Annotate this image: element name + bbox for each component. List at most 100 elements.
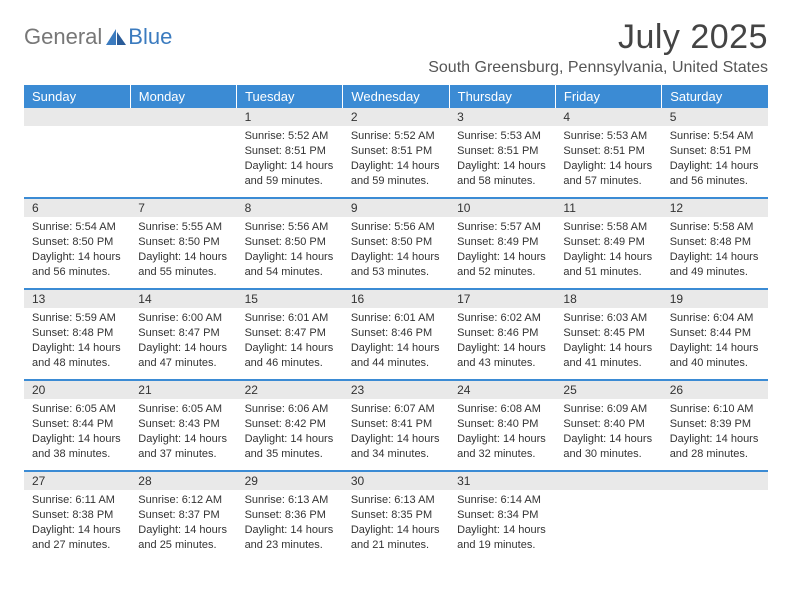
weekday-header: Saturday xyxy=(662,85,768,108)
day-content-row: Sunrise: 5:52 AM Sunset: 8:51 PM Daylight:… xyxy=(24,126,768,198)
sunset-text: Sunset: 8:36 PM xyxy=(245,508,335,523)
day-content-cell: Sunrise: 6:14 AMSunset: 8:34 PMDaylight:… xyxy=(449,490,555,562)
daylight-text-2: and 19 minutes. xyxy=(457,538,547,553)
day-content-cell: Sunrise: 6:11 AMSunset: 8:38 PMDaylight:… xyxy=(24,490,130,562)
daylight-text-2: and 38 minutes. xyxy=(32,447,122,462)
day-number-row: 6789101112 xyxy=(24,198,768,217)
day-number-row: 20212223242526 xyxy=(24,380,768,399)
day-number-cell: 24 xyxy=(449,380,555,399)
daylight-text-1: Daylight: 14 hours xyxy=(351,523,441,538)
sunset-text: Sunset: 8:41 PM xyxy=(351,417,441,432)
brand-part2: Blue xyxy=(128,24,172,50)
sunrise-text: Sunrise: 6:07 AM xyxy=(351,402,441,417)
day-content-cell: Sunrise: 6:13 AMSunset: 8:36 PMDaylight:… xyxy=(237,490,343,562)
day-number-cell: 9 xyxy=(343,198,449,217)
daylight-text-2: and 46 minutes. xyxy=(245,356,335,371)
daylight-text-1: Daylight: 14 hours xyxy=(563,432,653,447)
day-content-cell: Sunrise: 5:56 AMSunset: 8:50 PMDaylight:… xyxy=(237,217,343,289)
sunrise-text: Sunrise: 6:05 AM xyxy=(32,402,122,417)
sunset-text: Sunset: 8:50 PM xyxy=(245,235,335,250)
sunrise-text: Sunrise: 6:13 AM xyxy=(351,493,441,508)
sunrise-text: Sunrise: 6:02 AM xyxy=(457,311,547,326)
day-content-cell xyxy=(130,126,236,198)
sunset-text: Sunset: 8:48 PM xyxy=(670,235,760,250)
day-number-row: 12345 xyxy=(24,108,768,126)
daylight-text-2: and 23 minutes. xyxy=(245,538,335,553)
daylight-text-2: and 53 minutes. xyxy=(351,265,441,280)
brand-logo: General Blue xyxy=(24,18,172,50)
day-number-cell xyxy=(555,471,661,490)
day-content-cell: Sunrise: 6:05 AMSunset: 8:44 PMDaylight:… xyxy=(24,399,130,471)
sunset-text: Sunset: 8:50 PM xyxy=(351,235,441,250)
sunset-text: Sunset: 8:49 PM xyxy=(457,235,547,250)
day-content-row: Sunrise: 6:11 AMSunset: 8:38 PMDaylight:… xyxy=(24,490,768,562)
sunrise-text: Sunrise: 6:12 AM xyxy=(138,493,228,508)
sunset-text: Sunset: 8:47 PM xyxy=(138,326,228,341)
sunrise-text: Sunrise: 6:14 AM xyxy=(457,493,547,508)
daylight-text-2: and 25 minutes. xyxy=(138,538,228,553)
day-number-cell: 7 xyxy=(130,198,236,217)
daylight-text-1: Daylight: 14 hours xyxy=(457,159,547,174)
day-content-cell: Sunrise: 5:56 AMSunset: 8:50 PMDaylight:… xyxy=(343,217,449,289)
sunrise-text: Sunrise: 6:08 AM xyxy=(457,402,547,417)
daylight-text-1: Daylight: 14 hours xyxy=(457,523,547,538)
daylight-text-2: and 40 minutes. xyxy=(670,356,760,371)
day-content-cell: Sunrise: 5:59 AMSunset: 8:48 PMDaylight:… xyxy=(24,308,130,380)
day-number-cell: 13 xyxy=(24,289,130,308)
sunset-text: Sunset: 8:45 PM xyxy=(563,326,653,341)
sunrise-text: Sunrise: 5:54 AM xyxy=(32,220,122,235)
day-content-cell: Sunrise: 6:00 AMSunset: 8:47 PMDaylight:… xyxy=(130,308,236,380)
daylight-text-2: and 37 minutes. xyxy=(138,447,228,462)
day-number-cell xyxy=(24,108,130,126)
calendar-body: 12345 Sunrise: 5:52 AM Sunset: 8:51 PM Dayl… xyxy=(24,108,768,562)
daylight-text-2: and 32 minutes. xyxy=(457,447,547,462)
sunrise-text: Sunrise: 5:52 AM xyxy=(351,129,441,144)
day-content-cell: Sunrise: 6:13 AMSunset: 8:35 PMDaylight:… xyxy=(343,490,449,562)
day-number-cell: 28 xyxy=(130,471,236,490)
daylight-text-2: and 43 minutes. xyxy=(457,356,547,371)
daylight-text-2: and 44 minutes. xyxy=(351,356,441,371)
day-content-row: Sunrise: 6:05 AMSunset: 8:44 PMDaylight:… xyxy=(24,399,768,471)
daylight-text-1: Daylight: 14 hours xyxy=(245,341,335,356)
day-content-cell: Sunrise: 5:57 AMSunset: 8:49 PMDaylight:… xyxy=(449,217,555,289)
page-header: General Blue July 2025 South Greensburg,… xyxy=(24,18,768,77)
daylight-text-1: Daylight: 14 hours xyxy=(563,250,653,265)
sunrise-text: Sunrise: 6:06 AM xyxy=(245,402,335,417)
sunset-text: Sunset: 8:47 PM xyxy=(245,326,335,341)
daylight-text-1: Daylight: 14 hours xyxy=(32,250,122,265)
day-content-cell: Sunrise: 6:01 AMSunset: 8:46 PMDaylight:… xyxy=(343,308,449,380)
title-block: July 2025 South Greensburg, Pennsylvania… xyxy=(428,18,768,77)
daylight-text-1: Daylight: 14 hours xyxy=(32,341,122,356)
day-number-cell: 8 xyxy=(237,198,343,217)
day-content-cell: Sunrise: 6:06 AMSunset: 8:42 PMDaylight:… xyxy=(237,399,343,471)
day-number-cell: 27 xyxy=(24,471,130,490)
sunrise-text: Sunrise: 6:10 AM xyxy=(670,402,760,417)
daylight-text-2: and 59 minutes. xyxy=(245,174,335,189)
sunset-text: Sunset: 8:37 PM xyxy=(138,508,228,523)
sunset-text: Sunset: 8:34 PM xyxy=(457,508,547,523)
day-content-cell xyxy=(662,490,768,562)
sunrise-text: Sunrise: 6:00 AM xyxy=(138,311,228,326)
day-content-cell: Sunrise: 5:54 AMSunset: 8:51 PMDaylight:… xyxy=(662,126,768,198)
weekday-header: Sunday xyxy=(24,85,130,108)
sunrise-text: Sunrise: 5:57 AM xyxy=(457,220,547,235)
daylight-text-1: Daylight: 14 hours xyxy=(351,250,441,265)
daylight-text-2: and 54 minutes. xyxy=(245,265,335,280)
daylight-text-2: and 30 minutes. xyxy=(563,447,653,462)
sunset-text: Sunset: 8:40 PM xyxy=(457,417,547,432)
day-number-cell: 14 xyxy=(130,289,236,308)
day-content-cell: Sunrise: 6:10 AMSunset: 8:39 PMDaylight:… xyxy=(662,399,768,471)
daylight-text-1: Daylight: 14 hours xyxy=(351,341,441,356)
daylight-text-1: Daylight: 14 hours xyxy=(457,250,547,265)
sunrise-text: Sunrise: 6:13 AM xyxy=(245,493,335,508)
day-content-cell: Sunrise: 6:03 AMSunset: 8:45 PMDaylight:… xyxy=(555,308,661,380)
day-number-row: 2728293031 xyxy=(24,471,768,490)
day-number-cell: 29 xyxy=(237,471,343,490)
sunrise-text: Sunrise: 6:09 AM xyxy=(563,402,653,417)
daylight-text-1: Daylight: 14 hours xyxy=(245,523,335,538)
sunset-text: Sunset: 8:46 PM xyxy=(457,326,547,341)
daylight-text-2: and 28 minutes. xyxy=(670,447,760,462)
sunrise-text: Sunrise: 5:56 AM xyxy=(351,220,441,235)
sunset-text: Sunset: 8:51 PM xyxy=(670,144,760,159)
daylight-text-2: and 41 minutes. xyxy=(563,356,653,371)
